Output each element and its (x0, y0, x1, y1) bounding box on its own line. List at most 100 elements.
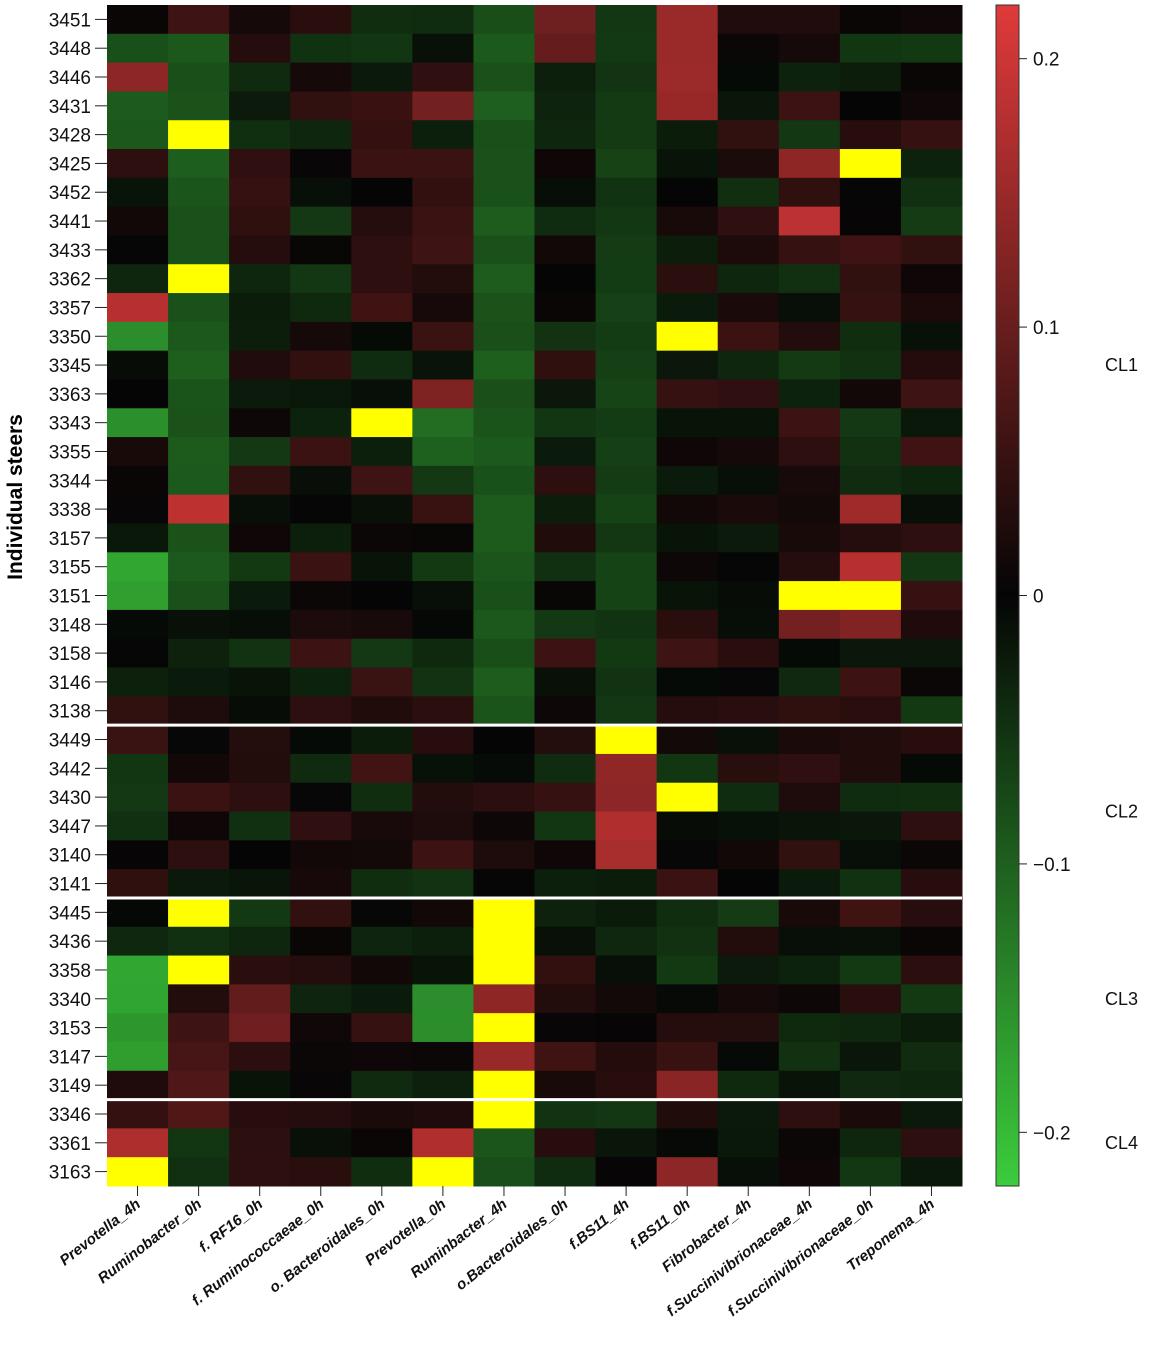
heatmap-cell (107, 437, 169, 467)
heatmap-cell (839, 408, 902, 438)
heatmap-cell (595, 1099, 658, 1129)
heatmap-cell (168, 638, 230, 669)
heatmap-cell (290, 581, 352, 611)
heatmap-cell (717, 869, 780, 899)
heatmap-cell (107, 120, 169, 150)
heatmap-cell (412, 638, 474, 669)
heatmap-cell (473, 955, 535, 985)
heatmap-cell (229, 897, 291, 928)
heatmap-cell (595, 350, 658, 380)
heatmap-cell (900, 494, 963, 524)
heatmap-cell (229, 120, 291, 150)
heatmap-cell (778, 62, 841, 92)
heatmap-cell (351, 1099, 413, 1129)
heatmap-cell (473, 1157, 535, 1187)
heatmap-cell (229, 581, 291, 611)
heatmap-cell (290, 177, 352, 208)
heatmap-cell (168, 465, 230, 496)
heatmap-cell (168, 897, 230, 928)
heatmap-cell (168, 840, 230, 870)
heatmap-cell (595, 1013, 658, 1043)
heatmap-cell (534, 177, 597, 208)
heatmap-cell (290, 235, 352, 265)
heatmap-cell (229, 5, 291, 35)
heatmap-cell (351, 1128, 413, 1158)
heatmap-cell (107, 379, 169, 409)
heatmap-cell (595, 840, 658, 870)
heatmap-cell (778, 1157, 841, 1187)
heatmap-cell (229, 1013, 291, 1043)
colorbar-tick-label: −0.1 (1033, 855, 1071, 876)
heatmap-cell (107, 753, 169, 784)
heatmap-cell (473, 782, 535, 813)
heatmap-cell (839, 984, 902, 1014)
heatmap-cells (107, 5, 963, 1187)
heatmap-cell (107, 609, 169, 640)
column-label: Ruminobacter_0h (95, 1196, 205, 1287)
row-label: 3158 (49, 644, 91, 665)
row-label: 3362 (49, 270, 91, 291)
heatmap-cell (900, 897, 963, 928)
heatmap-cell (900, 177, 963, 208)
heatmap-cell (717, 984, 780, 1014)
heatmap-cell (595, 552, 658, 582)
heatmap-cell (656, 897, 719, 928)
heatmap-cell (412, 840, 474, 870)
heatmap-cell (778, 408, 841, 438)
heatmap-cell (290, 1070, 352, 1101)
heatmap-cell (778, 1099, 841, 1129)
heatmap-cell (229, 1128, 291, 1158)
heatmap-cell (351, 638, 413, 669)
row-label: 3350 (49, 327, 91, 348)
heatmap-cell (595, 638, 658, 669)
row-label: 3433 (49, 241, 91, 262)
heatmap-cell (229, 696, 291, 726)
heatmap-cell (900, 437, 963, 467)
heatmap-cell (900, 667, 963, 697)
heatmap-cell (412, 984, 474, 1014)
heatmap-cell (229, 609, 291, 640)
heatmap-cell (717, 321, 780, 352)
heatmap-cell (351, 149, 413, 179)
heatmap-cell (168, 264, 230, 294)
heatmap-cell (229, 552, 291, 582)
heatmap-cell (473, 235, 535, 265)
heatmap-cell (168, 552, 230, 582)
heatmap-cell (107, 926, 169, 957)
heatmap-cell (900, 321, 963, 352)
heatmap-cell (717, 1099, 780, 1129)
heatmap-cell (412, 235, 474, 265)
heatmap-cell (229, 293, 291, 323)
row-label: 3452 (49, 183, 91, 204)
row-label: 3448 (49, 39, 91, 60)
heatmap-cell (229, 321, 291, 352)
heatmap-cell (595, 264, 658, 294)
heatmap-cell (778, 869, 841, 899)
heatmap-cell (290, 869, 352, 899)
heatmap-cell (412, 667, 474, 697)
heatmap-cell (168, 62, 230, 92)
heatmap-cell (168, 149, 230, 179)
heatmap-cell (473, 91, 535, 121)
heatmap-cell (717, 465, 780, 496)
heatmap-cell (534, 1013, 597, 1043)
heatmap-cell (717, 1070, 780, 1101)
heatmap-cell (473, 33, 535, 64)
heatmap-cell (351, 321, 413, 352)
heatmap-cell (534, 955, 597, 985)
heatmap-cell (107, 206, 169, 236)
heatmap-cell (290, 149, 352, 179)
heatmap-cell (717, 235, 780, 265)
heatmap-cell (717, 696, 780, 726)
heatmap-cell (168, 33, 230, 64)
heatmap-cell (656, 1099, 719, 1129)
row-label: 3140 (49, 846, 91, 867)
heatmap-cell (900, 1070, 963, 1101)
heatmap-cell (473, 1041, 535, 1072)
heatmap-cell (351, 840, 413, 870)
heatmap-cell (412, 955, 474, 985)
heatmap-cell (839, 5, 902, 35)
heatmap-cell (900, 5, 963, 35)
heatmap-cell (351, 725, 413, 755)
heatmap-cell (290, 811, 352, 841)
